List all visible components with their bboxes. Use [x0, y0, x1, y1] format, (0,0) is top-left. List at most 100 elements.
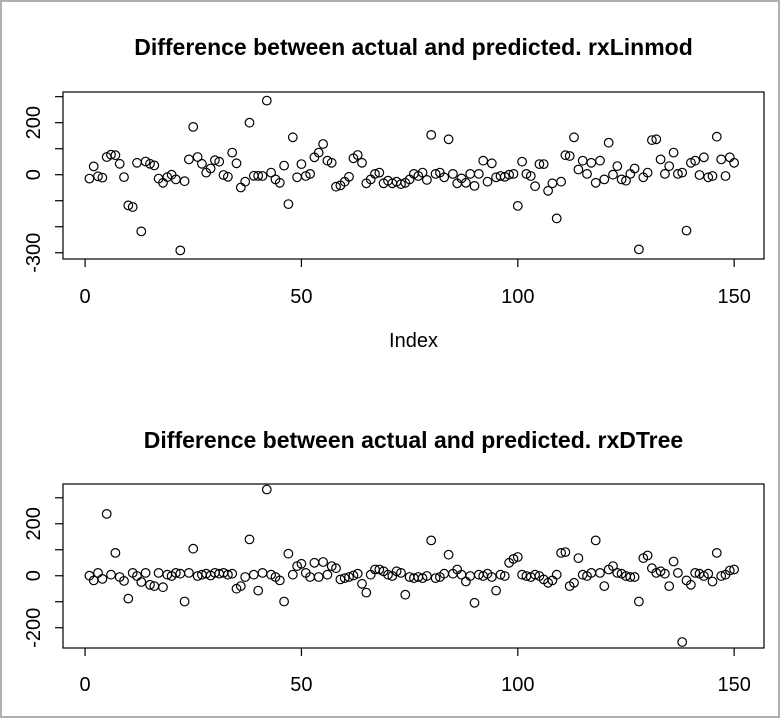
- data-point: [261, 95, 272, 106]
- plot2-x-tick-label: 100: [501, 674, 534, 696]
- data-point: [573, 164, 584, 175]
- data-point: [279, 160, 290, 171]
- data-point: [612, 161, 623, 172]
- plot1-x-tick-label: 0: [80, 286, 91, 308]
- data-point: [677, 637, 688, 647]
- data-point: [400, 589, 411, 600]
- data-point: [123, 593, 134, 604]
- data-point: [729, 564, 739, 575]
- data-point: [209, 155, 220, 166]
- data-point: [322, 569, 333, 580]
- data-point: [205, 163, 216, 174]
- data-point: [283, 548, 294, 559]
- data-point: [253, 585, 264, 596]
- data-point: [318, 557, 329, 567]
- data-point: [508, 168, 519, 179]
- data-point: [331, 563, 341, 574]
- data-point: [616, 174, 627, 185]
- plot1-y-tick-label: 0: [23, 169, 45, 180]
- plot2-x-tick-label: 0: [80, 674, 91, 696]
- data-point: [188, 121, 199, 132]
- data-point: [244, 534, 255, 545]
- data-point: [136, 577, 147, 587]
- data-point: [690, 568, 701, 578]
- data-point: [478, 155, 489, 166]
- data-point: [720, 171, 731, 181]
- data-point: [183, 154, 194, 165]
- plot2-y-tick-label: -200: [23, 608, 45, 648]
- data-point: [586, 157, 597, 168]
- data-point: [188, 543, 199, 554]
- data-point: [443, 134, 454, 145]
- data-point: [707, 171, 718, 181]
- data-point: [504, 169, 515, 180]
- data-point: [711, 548, 722, 558]
- data-point: [530, 569, 540, 580]
- data-point: [396, 179, 406, 190]
- data-point: [564, 151, 575, 161]
- data-point: [534, 159, 545, 170]
- data-point: [248, 569, 259, 580]
- data-point: [348, 570, 359, 581]
- data-point: [556, 176, 566, 187]
- data-point: [214, 156, 225, 167]
- data-point: [608, 169, 618, 180]
- data-point: [97, 172, 108, 183]
- data-point: [123, 200, 134, 211]
- data-point: [335, 574, 346, 585]
- data-point: [227, 568, 238, 579]
- data-point: [153, 568, 164, 578]
- plot1-x-axis-title: Index: [389, 330, 438, 352]
- data-point: [642, 550, 653, 561]
- plot1-title: Difference between actual and predicted.…: [134, 34, 693, 60]
- data-point: [642, 167, 653, 178]
- data-point: [517, 156, 527, 167]
- plot2-y-tick-label: 0: [23, 570, 45, 581]
- data-point: [595, 155, 605, 166]
- data-point: [469, 180, 480, 191]
- data-point: [158, 582, 168, 593]
- data-point: [106, 149, 116, 160]
- data-point: [383, 569, 393, 580]
- data-point: [690, 155, 701, 166]
- data-point: [218, 170, 229, 180]
- plot1-x-tick-label: 100: [501, 286, 534, 308]
- data-point: [521, 168, 532, 179]
- data-point: [374, 564, 385, 575]
- data-point: [582, 168, 592, 179]
- data-point: [97, 574, 108, 584]
- plot2-box: [62, 483, 765, 649]
- data-point: [517, 569, 527, 580]
- data-point: [448, 168, 458, 179]
- data-point: [279, 596, 290, 607]
- data-point: [469, 597, 480, 608]
- data-point: [179, 176, 190, 187]
- data-point: [443, 549, 454, 560]
- data-point: [88, 161, 99, 172]
- data-point: [292, 172, 303, 183]
- data-point: [634, 244, 644, 255]
- data-point: [132, 157, 142, 168]
- data-point: [430, 168, 441, 179]
- data-point: [629, 572, 640, 582]
- data-point: [543, 185, 553, 196]
- data-point: [677, 167, 688, 178]
- data-point: [547, 178, 558, 189]
- data-point: [244, 117, 255, 128]
- data-point: [396, 568, 406, 578]
- data-point: [473, 168, 484, 179]
- data-point: [253, 170, 264, 181]
- data-point: [724, 152, 735, 163]
- data-point: [344, 171, 354, 182]
- plot1-y-tick-label: -300: [23, 233, 45, 273]
- data-point: [326, 157, 337, 168]
- data-point: [651, 134, 662, 145]
- data-point: [318, 139, 329, 149]
- data-point: [426, 535, 437, 546]
- data-point: [430, 573, 441, 583]
- data-point: [374, 167, 385, 178]
- data-point: [686, 579, 696, 590]
- data-point: [110, 548, 121, 558]
- data-point: [551, 213, 562, 224]
- data-point: [569, 577, 579, 588]
